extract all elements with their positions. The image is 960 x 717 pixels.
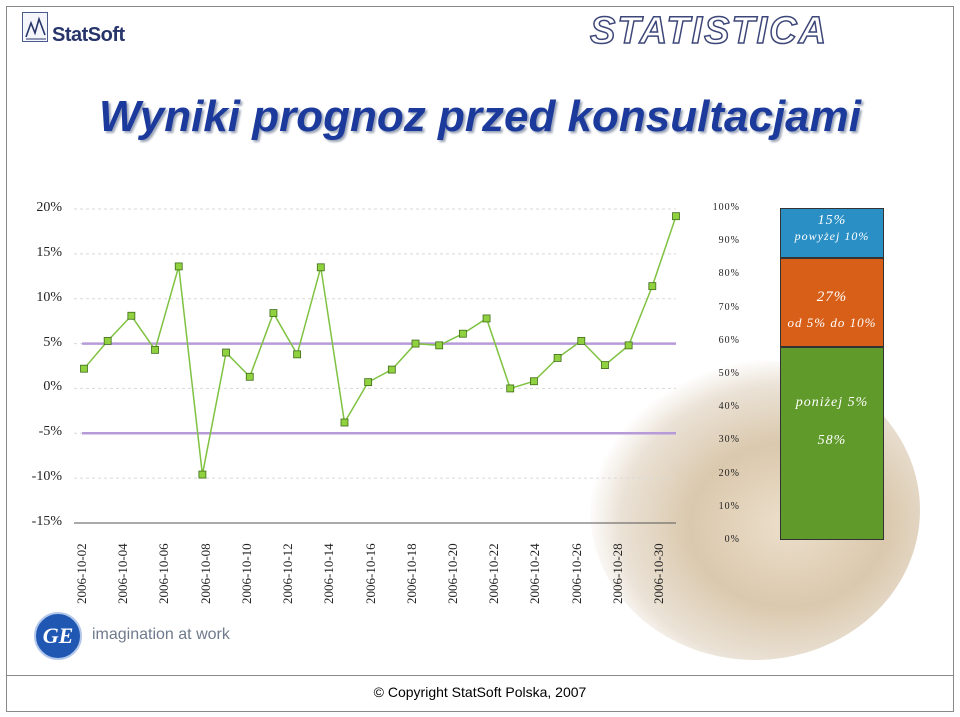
bar-y-tick-label: 80% xyxy=(718,268,740,280)
y-tick-label: 5% xyxy=(43,334,62,350)
data-point xyxy=(245,372,254,381)
bar-y-tick-label: 30% xyxy=(718,434,740,446)
bar-segment-text-label: powyżej 10% xyxy=(794,228,870,243)
x-tick-label: 2006-10-30 xyxy=(651,543,666,604)
bar-segment-value-label: 58% xyxy=(817,433,847,449)
data-point xyxy=(387,365,396,374)
data-point xyxy=(553,354,562,362)
statsoft-brand-text: StatSoft xyxy=(52,24,125,46)
ge-branding: GE imagination at work xyxy=(34,612,264,664)
x-tick-label: 2006-10-24 xyxy=(527,543,543,604)
x-tick-label: 2006-10-22 xyxy=(486,543,502,604)
y-tick-label: 15% xyxy=(36,244,62,260)
x-tick-label: 2006-10-04 xyxy=(115,543,131,604)
data-point xyxy=(269,309,278,317)
bar-y-tick-label: 40% xyxy=(718,401,740,413)
footer-bar xyxy=(6,675,954,712)
bar-y-tick-label: 70% xyxy=(718,301,740,313)
data-point xyxy=(530,377,538,386)
y-tick-label: -15% xyxy=(31,514,62,529)
x-tick-label: 2006-10-18 xyxy=(403,543,419,604)
x-tick-label: 2006-10-06 xyxy=(156,543,172,604)
bar-y-tick-label: 0% xyxy=(724,534,740,545)
data-point xyxy=(293,350,302,359)
data-point xyxy=(672,212,680,221)
data-point xyxy=(340,418,349,427)
statistica-logo: STATISTICA xyxy=(589,9,829,53)
x-tick-label: 2006-10-16 xyxy=(362,543,378,604)
data-point xyxy=(648,282,657,291)
data-point xyxy=(316,263,325,272)
x-tick-label: 2006-10-08 xyxy=(197,543,213,604)
series-line xyxy=(83,215,677,475)
ge-logo: GE xyxy=(34,612,82,660)
data-point xyxy=(458,329,467,338)
bar-segment xyxy=(780,208,884,258)
data-point xyxy=(151,345,159,354)
data-point xyxy=(80,364,88,373)
bar-segment-text-label: od 5% do 10% xyxy=(787,314,877,330)
bar-y-tick-label: 60% xyxy=(718,334,740,346)
bar-segment-value-label: 15% xyxy=(817,212,847,228)
bar-segment-value-label: 27% xyxy=(816,288,848,305)
ge-tagline: imagination at work xyxy=(92,626,230,643)
bar-segment xyxy=(780,257,884,348)
bar-y-tick-label: 90% xyxy=(718,235,740,247)
data-point xyxy=(222,348,230,357)
data-point xyxy=(506,384,515,393)
slide-frame xyxy=(6,6,954,712)
data-point xyxy=(601,361,609,370)
data-point xyxy=(364,378,373,387)
x-tick-label: 2006-10-02 xyxy=(74,543,89,604)
bar-y-tick-label: 10% xyxy=(718,500,740,512)
data-point xyxy=(577,336,586,345)
data-point xyxy=(127,311,136,320)
y-tick-label: 0% xyxy=(43,379,62,395)
x-tick-label: 2006-10-26 xyxy=(568,543,584,604)
bar-y-tick-label: 20% xyxy=(718,467,740,479)
statsoft-logo: StatSoft xyxy=(22,12,162,52)
data-point xyxy=(174,262,183,271)
data-point xyxy=(103,336,112,345)
x-tick-label: 2006-10-14 xyxy=(321,543,337,604)
data-point xyxy=(482,314,491,323)
y-tick-label: 20% xyxy=(36,200,62,215)
data-point xyxy=(198,470,207,479)
x-tick-label: 2006-10-20 xyxy=(444,543,460,604)
y-tick-label: 10% xyxy=(36,289,62,305)
bar-y-tick-label: 100% xyxy=(712,202,740,213)
x-tick-label: 2006-10-10 xyxy=(238,543,254,604)
bar-segment xyxy=(780,347,884,540)
x-tick-label: 2006-10-12 xyxy=(280,543,296,604)
slide-title: Wyniki prognoz przed konsultacjami xyxy=(99,92,861,141)
copyright-text: © Copyright StatSoft Polska, 2007 xyxy=(373,684,587,700)
x-tick-label: 2006-10-28 xyxy=(609,543,625,604)
bar-y-tick-label: 50% xyxy=(718,368,740,379)
data-point xyxy=(411,339,420,348)
bar-segment-text-label: poniżej 5% xyxy=(795,395,869,411)
data-point xyxy=(435,341,444,350)
y-tick-label: -5% xyxy=(38,424,62,440)
statsoft-chart-icon xyxy=(22,12,48,42)
y-tick-label: -10% xyxy=(31,469,62,485)
data-point xyxy=(624,341,633,350)
